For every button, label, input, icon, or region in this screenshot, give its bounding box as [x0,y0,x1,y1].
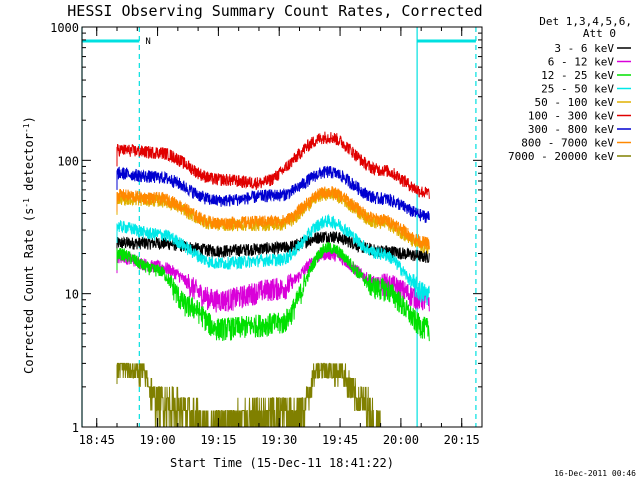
legend-header-line-2: Att 0 [583,27,616,40]
x-tick-label-2: 19:15 [200,433,236,447]
tick-labels: 18:45 19:00 19:15 19:30 19:45 20:00 20:15 1 10 10… [50,21,480,447]
series-line-7 [116,186,430,250]
legend-label-8: 7000 - 20000 keV [508,150,614,163]
y-axis-label-main: Corrected Count Rate (s [22,208,36,374]
footer-timestamp: 16-Dec-2011 00:46 [554,469,636,478]
series-line-5 [116,131,430,199]
legend-label-6: 300 - 800 keV [528,123,614,136]
legend-label-4: 50 - 100 keV [535,96,615,109]
y-axis-label: Corrected Count Rate (s-1 detector-1) [22,116,36,374]
plot-frame [81,26,483,428]
y-axis-label-sup1: -1 [22,198,31,208]
legend-label-1: 6 - 12 keV [548,56,615,69]
series-line-3 [116,213,430,306]
x-axis-label: Start Time (15-Dec-11 18:41:22) [170,456,394,470]
flag-label: N [145,37,150,47]
y-tick-label-3: 1000 [50,21,79,35]
legend-header-line-1: Det 1,3,4,5,6, [539,15,632,28]
legend-label-7: 800 - 7000 keV [521,137,614,150]
y-axis-label-mid: detector [22,133,36,198]
y-tick-label-2: 100 [57,154,79,168]
y-axis-label-end: ) [22,116,36,123]
x-tick-label-5: 20:00 [383,433,419,447]
chart-title: HESSI Observing Summary Count Rates, Cor… [67,2,482,20]
x-tick-label-4: 19:45 [322,433,358,447]
series-line-6 [116,165,430,223]
series-layer [116,131,430,428]
y-tick-label-1: 10 [65,288,79,302]
x-tick-label-0: 18:45 [79,433,115,447]
x-tick-label-3: 19:30 [261,433,297,447]
axis-ticks [82,26,483,428]
legend-label-3: 25 - 50 keV [541,83,614,96]
legend-label-5: 100 - 300 keV [528,110,614,123]
legend-label-2: 12 - 25 keV [541,69,614,82]
x-tick-label-1: 19:00 [140,433,176,447]
y-axis-label-sup2: -1 [22,123,31,133]
x-tick-label-6: 20:15 [444,433,480,447]
series-line-2 [116,242,430,342]
series-line-8 [116,362,381,428]
y-tick-label-0: 1 [72,421,79,435]
legend-label-0: 3 - 6 keV [554,42,614,55]
